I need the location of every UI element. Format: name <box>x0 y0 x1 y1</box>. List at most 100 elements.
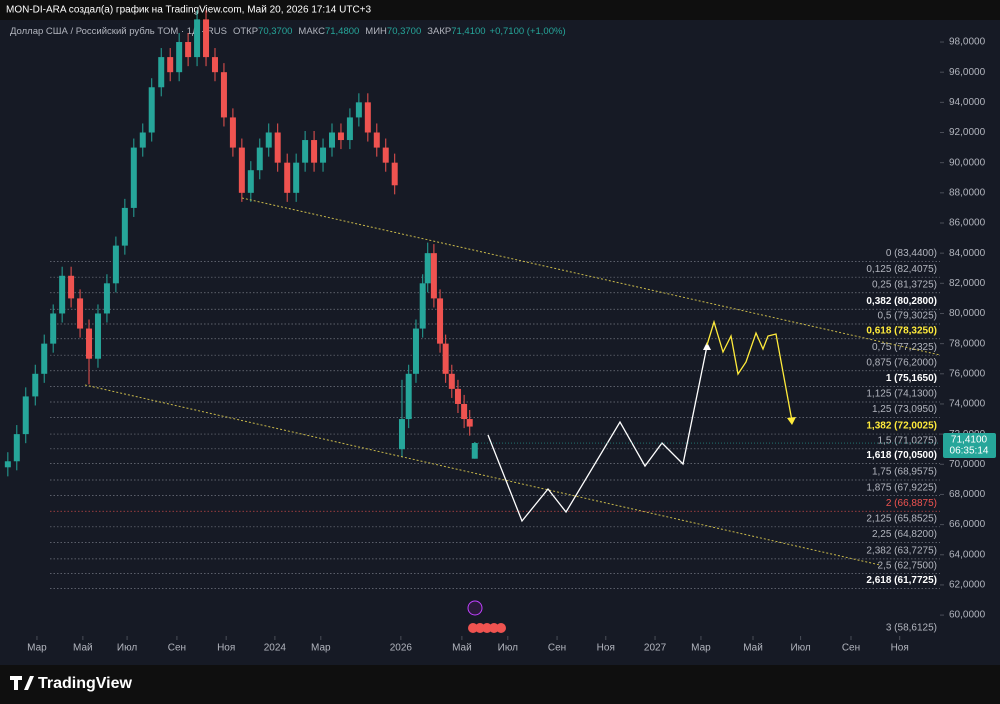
candle-body <box>284 162 291 193</box>
candle-body <box>466 419 473 427</box>
fib-label: 1 (75,1650) <box>886 373 937 384</box>
candle-body <box>419 283 426 329</box>
candle-body <box>130 147 137 208</box>
candle-body <box>220 72 227 118</box>
y-tick-label: 96,0000 <box>949 67 986 78</box>
fib-label: 1,875 (67,9225) <box>866 482 937 493</box>
event-icon[interactable] <box>467 600 483 616</box>
x-tick-label: Май <box>73 643 93 654</box>
x-tick-label: Сен <box>842 643 860 654</box>
y-tick-label: 88,0000 <box>949 187 986 198</box>
x-tick-label: Июл <box>117 643 137 654</box>
candle-body <box>229 117 236 148</box>
x-tick-label: Сен <box>548 643 566 654</box>
candle-body <box>22 396 29 435</box>
fib-label: 1,75 (68,9575) <box>872 467 937 478</box>
y-tick-label: 64,0000 <box>949 549 986 560</box>
last-price-label: 71,4100 <box>951 435 988 446</box>
x-tick-label: Май <box>743 643 763 654</box>
projection-path <box>487 345 708 523</box>
candle-body <box>158 57 165 88</box>
ohlc-value: 70,3700 <box>387 26 421 37</box>
candle-body <box>471 443 478 459</box>
candle-body <box>373 132 380 148</box>
candle-body <box>77 298 84 329</box>
fib-label: 0,25 (81,3725) <box>872 279 937 290</box>
footer-bar <box>0 665 1000 704</box>
candle-body <box>13 434 20 462</box>
candle-body <box>302 140 309 163</box>
x-tick-label: Ноя <box>597 643 615 654</box>
candle-body <box>68 275 75 299</box>
candle-body <box>328 132 335 148</box>
candle-body <box>41 343 48 374</box>
fib-label: 0,382 (80,2800) <box>866 296 937 307</box>
ohlc-label: МАКС <box>298 26 325 37</box>
y-tick-label: 78,0000 <box>949 338 986 349</box>
brand: TradingView <box>38 675 133 692</box>
candle-body <box>32 373 39 397</box>
candle-body <box>337 132 344 141</box>
candle-body <box>4 461 11 468</box>
plot-background <box>0 20 1000 665</box>
candle-body <box>320 147 327 163</box>
candle-body <box>86 328 93 359</box>
fib-label: 1,382 (72,0025) <box>866 421 937 432</box>
y-tick-label: 90,0000 <box>949 157 986 168</box>
x-tick-label: Май <box>452 643 472 654</box>
candle-body <box>412 328 419 374</box>
candle-body <box>121 207 128 246</box>
y-tick-label: 86,0000 <box>949 218 986 229</box>
plot: 60,0000 62,0000 64,0000 66,0000 68,0000 70,00… <box>4 10 986 654</box>
fib-label: 0,5 (79,3025) <box>878 311 938 322</box>
x-tick-label: Мар <box>27 643 47 654</box>
candle-body <box>256 147 263 171</box>
fib-label: 2 (66,8875) <box>886 498 937 509</box>
y-tick-label: 68,0000 <box>949 489 986 500</box>
x-tick-label: Мар <box>311 643 331 654</box>
fib-label: 0,75 (77,2325) <box>872 342 937 353</box>
candle-body <box>59 275 66 314</box>
caption: MON-DI-ARA создал(а) график на TradingVi… <box>6 4 372 16</box>
symbol: Доллар США / Российский рубль TOM · 1Д ·… <box>10 26 227 37</box>
fib-label: 0,618 (78,3250) <box>866 325 937 336</box>
fib-label: 1,25 (73,0950) <box>872 404 937 415</box>
candle-body <box>442 343 449 374</box>
x-tick-label: Ноя <box>217 643 235 654</box>
x-tick-label: Сен <box>168 643 186 654</box>
legend: Доллар США / Российский рубль TOM · 1Д ·… <box>10 26 566 37</box>
candle-body <box>238 147 245 193</box>
fib-label: 2,125 (65,8525) <box>866 513 937 524</box>
candle-body <box>50 313 57 344</box>
candle-body <box>391 162 398 186</box>
y-tick-label: 74,0000 <box>949 399 986 410</box>
fib-label: 2,5 (62,7500) <box>878 560 938 571</box>
y-tick-label: 92,0000 <box>949 127 986 138</box>
candle-body <box>185 42 192 58</box>
ohlc-value: 70,3700 <box>258 26 292 37</box>
flags-icon[interactable] <box>468 623 506 633</box>
ohlc-label: ОТКР <box>233 26 258 37</box>
candle-body <box>311 140 318 163</box>
y-tick-label: 70,0000 <box>949 459 986 470</box>
candle-body <box>437 298 444 344</box>
candle-body <box>203 19 210 58</box>
x-tick-label: Июл <box>498 643 518 654</box>
y-tick-label: 62,0000 <box>949 580 986 591</box>
countdown: 06:35:14 <box>950 446 989 457</box>
candle-body <box>454 388 461 404</box>
candle-body <box>94 313 101 359</box>
arrow-head <box>787 417 796 425</box>
candle-body <box>461 403 468 420</box>
candle-body <box>139 132 146 148</box>
x-tick-label: Мар <box>691 643 711 654</box>
candle-body <box>103 283 110 314</box>
projection-path <box>706 319 793 422</box>
arrow-head <box>703 342 711 350</box>
candle-body <box>247 170 254 193</box>
candle-body <box>405 373 412 420</box>
fib-label: 1,5 (71,0275) <box>878 435 938 446</box>
ohlc-value: 71,4800 <box>325 26 359 37</box>
